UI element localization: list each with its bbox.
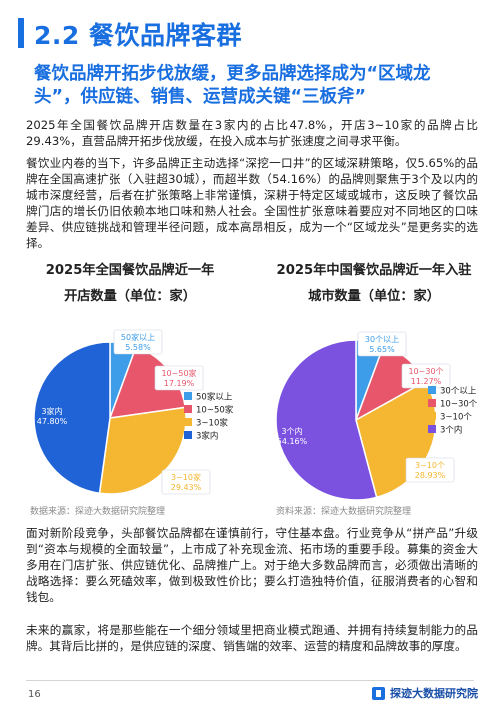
legend-swatch [428,425,436,433]
pie-slice [33,341,111,495]
pie-chart-svg: 30个以上5.65%10~30个11.27%3~10个28.93%3个内54.1… [275,331,478,501]
data-label-value: 28.93% [415,471,446,480]
legend-label: 10~50家 [196,405,234,416]
data-label-value: 17.19% [164,379,195,388]
legend-label: 10~30个 [440,400,478,410]
data-label-value: 11.27% [411,377,442,386]
data-label-value: 47.80% [37,417,68,426]
brand-name: 探迹大数据研究院 [390,687,478,700]
legend-label: 3~10个 [440,413,472,423]
chart-title-line-1: 2025年全国餐饮品牌近一年 [45,263,215,278]
legend-label: 3个内 [440,425,462,436]
legend-swatch [184,392,192,400]
chart-title: 2025年全国餐饮品牌近一年 开店数量（单位：家） [14,258,246,310]
data-label-category: 30个以上 [365,335,399,344]
data-label-category: 3~10个 [415,461,445,470]
paragraph-3: 面对新阶段竞争，头部餐饮品牌都在谨慎前行，守住基本盘。行业竞争从“拼产品”升级到… [26,526,478,604]
data-label-category: 3家内 [41,406,62,416]
pie-chart-svg: 50家以上5.58%10~50家17.19%3~10家29.43%3家内47.8… [33,329,234,495]
data-label-category: 10~30个 [408,367,443,376]
legend-swatch [428,386,436,394]
data-label-value: 29.43% [171,483,202,492]
brand-mark-icon [372,686,385,700]
legend-swatch [428,412,436,420]
data-label-box [113,329,163,355]
data-label-box [405,457,455,483]
data-label-box [154,365,204,391]
paragraph-1: 2025年全国餐饮品牌开店数量在3家内的占比47.8%，开店3~10家的品牌占比… [26,118,478,148]
legend-label: 50家以上 [196,392,233,403]
chart-source-note: 资料来源：探迹大数据研究院整理 [276,507,412,517]
data-label-box [401,363,451,389]
legend-label: 30个以上 [440,387,477,397]
footer-divider [26,680,474,681]
section-header: 2.2 餐饮品牌客群 [0,14,500,52]
data-label-category: 3~10家 [171,472,201,482]
subheading: 餐饮品牌开拓步伐放缓，更多品牌选择成为“区域龙头”，供应链、销售、运营成关键“三… [34,64,431,107]
brand-logo: 探迹大数据研究院 [372,685,478,701]
data-label-value: 54.16% [277,437,308,446]
pie-slice [275,339,378,501]
legend-label: 3~10家 [196,418,228,429]
section-title: 2.2 餐饮品牌客群 [34,21,242,50]
data-label-value: 5.65% [369,345,395,354]
chart-city-count: 2025年中国餐饮品牌近一年入驻 城市数量（单位：家） 30个以上 5.65% 10… [258,258,490,508]
legend-label: 3家内 [196,431,218,442]
chart-title-line-2: 城市数量（单位：家） [308,289,440,304]
data-label-value: 5.58% [125,343,151,352]
legend-swatch [184,418,192,426]
data-label-box [357,331,407,357]
data-label-category: 3个内 [281,426,302,436]
section-accent-bar [18,18,24,48]
paragraph-4: 未来的赢家，将是那些能在一个细分领域里把商业模式跑通、并拥有持续复制能力的品牌。… [26,623,478,653]
legend-swatch [184,405,192,413]
legend-swatch [184,431,192,439]
data-label-category: 50家以上 [121,332,155,342]
chart-source-note: 数据来源：探迹大数据研究院整理 [30,507,166,517]
page-number: 16 [28,689,41,700]
chart-title: 2025年中国餐饮品牌近一年入驻 城市数量（单位：家） [258,258,490,310]
data-label-category: 10~50家 [161,368,196,378]
chart-store-count: 2025年全国餐饮品牌近一年 开店数量（单位：家） 50家以上 5.58% 10~5… [14,258,246,508]
legend-swatch [428,399,436,407]
data-label-box [161,469,211,495]
chart-title-line-1: 2025年中国餐饮品牌近一年入驻 [276,263,472,278]
chart-title-line-2: 开店数量（单位：家） [64,289,196,304]
paragraph-2: 餐饮业内卷的当下，许多品牌正主动选择“深挖一口井”的区域深耕策略，仅5.65%的… [26,156,478,250]
